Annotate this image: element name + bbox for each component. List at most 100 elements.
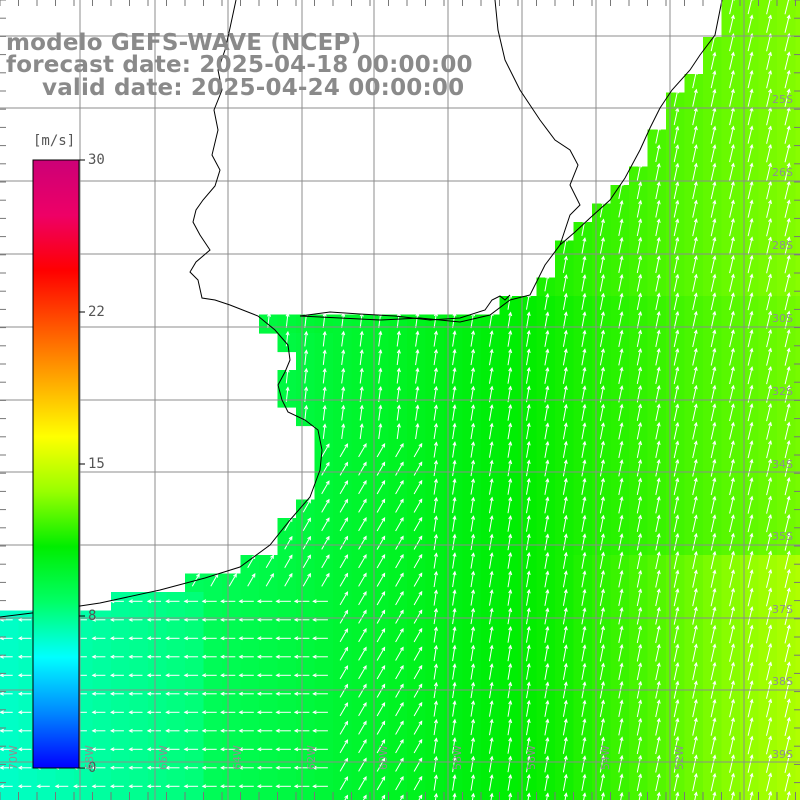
wind-arrow <box>673 662 680 681</box>
wind-cell <box>795 0 800 20</box>
wind-arrow <box>507 718 513 736</box>
wind-arrow <box>655 514 661 533</box>
wind-arrow <box>673 310 680 329</box>
wind-arrow <box>636 588 643 607</box>
wind-arrow <box>378 330 383 347</box>
wind-arrow <box>562 533 568 551</box>
wind-arrow <box>526 644 531 662</box>
wind-arrow <box>339 480 349 495</box>
wind-arrow <box>265 572 274 587</box>
wind-arrow <box>146 673 161 678</box>
wind-arrow <box>562 496 568 514</box>
wind-arrow <box>238 599 254 604</box>
wind-arrow <box>146 636 161 641</box>
wind-arrow <box>358 591 367 606</box>
wind-arrow <box>452 718 457 736</box>
wind-arrow <box>581 496 587 514</box>
wind-arrow <box>710 421 717 440</box>
wind-arrow <box>673 199 680 218</box>
wind-arrow <box>636 717 643 736</box>
wind-cell <box>610 795 630 800</box>
wind-cell <box>795 148 800 168</box>
wind-arrow <box>128 784 143 789</box>
wind-cell <box>740 795 760 800</box>
wind-arrow <box>673 606 680 625</box>
wind-arrow <box>413 701 423 717</box>
wind-arrow <box>710 273 717 292</box>
wind-arrow <box>729 532 735 551</box>
wind-arrow <box>766 143 772 163</box>
lon-label: 58W <box>451 745 464 770</box>
wind-arrow <box>395 757 404 772</box>
wind-arrow <box>562 607 568 625</box>
wind-arrow <box>784 698 791 718</box>
wind-arrow <box>128 691 143 696</box>
wind-arrow <box>275 673 291 678</box>
coastline-segment <box>494 0 581 246</box>
wind-arrow <box>784 329 791 348</box>
wind-arrow <box>304 367 309 384</box>
coastline-segment <box>299 294 511 321</box>
wind-arrow <box>396 423 401 440</box>
wind-arrow <box>747 254 754 274</box>
wind-arrow <box>413 646 423 661</box>
wind-arrow <box>413 627 423 643</box>
wind-arrow <box>562 755 568 773</box>
wind-arrow <box>599 348 605 366</box>
wind-arrow <box>710 440 717 459</box>
wind-arrow <box>692 587 698 607</box>
wind-arrow <box>784 69 791 89</box>
lon-label: 60W <box>377 745 390 770</box>
wind-arrow <box>359 312 364 329</box>
wind-arrow <box>784 0 791 15</box>
wind-arrow <box>544 348 550 366</box>
wind-arrow <box>128 673 143 678</box>
wind-arrow <box>747 514 754 533</box>
wind-arrow <box>581 514 587 532</box>
wind-arrow <box>673 754 680 773</box>
wind-arrow <box>344 794 349 800</box>
wind-arrow <box>507 737 513 754</box>
wind-cell <box>148 795 168 800</box>
wind-arrow <box>581 348 587 366</box>
wind-arrow <box>91 617 106 622</box>
wind-arrow <box>0 784 13 789</box>
wind-cell <box>203 795 223 800</box>
wind-arrow <box>599 329 605 347</box>
wind-arrow <box>673 218 680 237</box>
coastline-segment <box>299 0 723 323</box>
wind-arrow <box>452 422 457 440</box>
wind-arrow <box>655 347 661 366</box>
wind-arrow <box>766 661 773 681</box>
wind-arrow <box>673 773 680 792</box>
wind-arrow <box>507 515 513 532</box>
wind-arrow <box>729 587 735 607</box>
wind-arrow <box>413 683 423 698</box>
wind-arrow <box>692 403 698 422</box>
colorbar-tick-label: 30 <box>88 152 105 168</box>
wind-arrow <box>183 784 199 789</box>
wind-arrow <box>729 70 735 89</box>
wind-arrow <box>784 14 791 33</box>
wind-arrow <box>638 791 643 800</box>
wind-arrow <box>747 735 754 755</box>
wind-arrow <box>183 691 199 696</box>
wind-arrow <box>747 550 754 570</box>
wind-arrow <box>673 495 680 514</box>
wind-arrow <box>358 461 367 476</box>
wind-arrow <box>0 673 13 678</box>
wind-arrow <box>636 754 643 773</box>
wind-arrow <box>526 588 531 606</box>
wind-arrow <box>618 440 624 458</box>
wind-arrow <box>358 443 367 458</box>
wind-arrow <box>562 514 568 532</box>
wind-arrow <box>692 292 698 311</box>
wind-arrow <box>508 792 513 800</box>
wind-cell <box>684 795 704 800</box>
wind-arrow <box>201 673 217 678</box>
wind-arrow <box>489 367 494 384</box>
wind-arrow <box>165 710 180 715</box>
wind-arrow <box>582 792 587 800</box>
wind-arrow <box>526 570 531 588</box>
wind-cell <box>795 629 800 649</box>
